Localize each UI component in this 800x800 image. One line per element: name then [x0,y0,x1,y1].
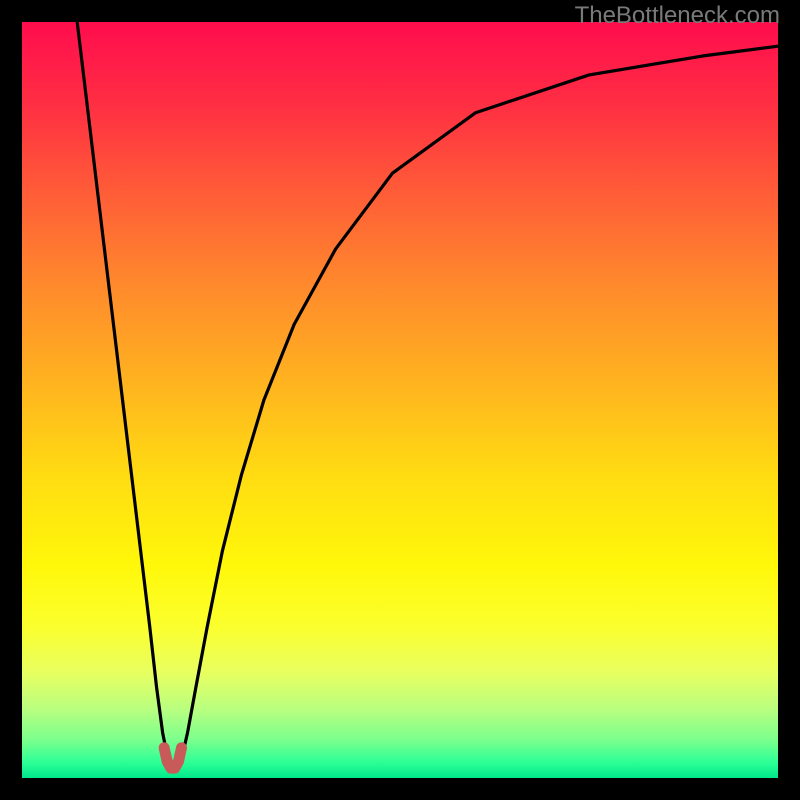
plot-svg [22,22,778,778]
gradient-background [22,22,778,778]
watermark-text: TheBottleneck.com [575,2,780,30]
plot-area [22,22,778,778]
